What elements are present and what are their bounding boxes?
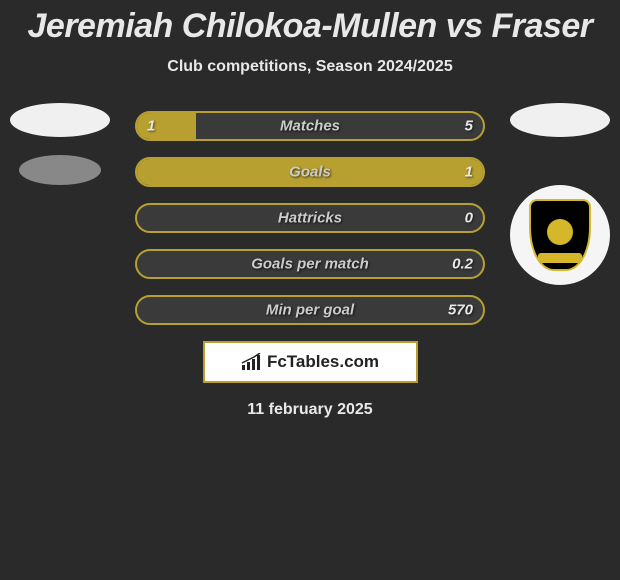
stat-right-value: 570	[448, 302, 473, 319]
stat-right-value: 0	[465, 210, 473, 227]
stat-label: Goals per match	[251, 256, 369, 273]
brand-chart-icon	[241, 353, 263, 371]
stat-label: Min per goal	[266, 302, 354, 319]
stat-bar: 1 Matches 5	[135, 111, 485, 141]
stat-right-value: 5	[465, 118, 473, 135]
avatar-placeholder-top	[510, 103, 610, 137]
avatar-placeholder-top	[10, 103, 110, 137]
stat-bar: Goals 1	[135, 157, 485, 187]
brand-text: FcTables.com	[267, 352, 379, 372]
comparison-card: Jeremiah Chilokoa-Mullen vs Fraser Club …	[0, 0, 620, 424]
stat-label: Matches	[280, 118, 340, 135]
subtitle: Club competitions, Season 2024/2025	[0, 58, 620, 76]
stat-bar: Goals per match 0.2	[135, 249, 485, 279]
player-right-avatar	[510, 103, 610, 203]
stat-right-value: 1	[465, 164, 473, 181]
stat-bar: Min per goal 570	[135, 295, 485, 325]
brand-box[interactable]: FcTables.com	[203, 341, 418, 383]
player-left-avatar	[10, 103, 110, 203]
page-title: Jeremiah Chilokoa-Mullen vs Fraser	[0, 7, 620, 46]
stat-bar: Hattricks 0	[135, 203, 485, 233]
stat-left-value: 1	[147, 118, 155, 135]
avatar-placeholder-bottom	[19, 155, 101, 185]
date-line: 11 february 2025	[15, 401, 605, 419]
stat-label: Goals	[289, 164, 331, 181]
club-crest-shield	[529, 199, 591, 271]
stat-bar-fill	[137, 113, 196, 139]
stats-bars: 1 Matches 5 Goals 1 Hattricks 0 Goals per match…	[135, 111, 485, 325]
stat-right-value: 0.2	[452, 256, 473, 273]
crest-emblem	[547, 219, 573, 245]
stat-label: Hattricks	[278, 210, 342, 227]
crest-ribbon	[538, 253, 582, 263]
content-area: 1 Matches 5 Goals 1 Hattricks 0 Goals per match…	[0, 111, 620, 419]
club-crest-circle	[510, 185, 610, 285]
